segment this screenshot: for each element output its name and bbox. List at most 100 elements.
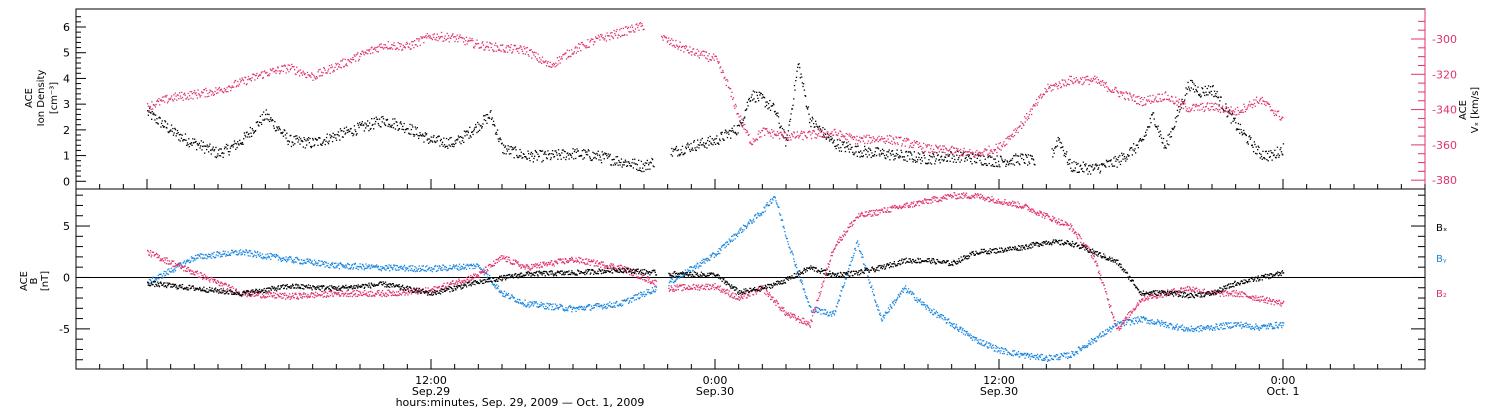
data-point	[393, 123, 395, 125]
data-point	[1224, 108, 1227, 110]
data-point	[431, 141, 434, 143]
data-point	[641, 292, 643, 294]
data-point	[339, 262, 342, 264]
data-point	[279, 73, 281, 75]
data-point	[866, 156, 868, 158]
data-point	[956, 154, 958, 156]
data-point	[1163, 99, 1165, 101]
data-point	[587, 305, 589, 308]
data-point	[551, 153, 553, 155]
data-point	[771, 105, 773, 107]
data-point	[262, 76, 264, 79]
data-point	[760, 136, 762, 138]
data-point	[368, 265, 371, 267]
data-point	[523, 153, 525, 155]
data-point	[286, 67, 288, 70]
data-point	[315, 262, 317, 264]
data-point	[283, 257, 285, 259]
data-point	[379, 46, 382, 49]
data-point	[964, 151, 966, 153]
data-point	[1231, 111, 1234, 113]
data-point	[897, 143, 899, 146]
data-point	[332, 132, 334, 134]
data-point	[833, 129, 835, 131]
data-point	[635, 299, 637, 301]
data-point	[285, 256, 287, 258]
data-point	[241, 143, 243, 145]
data-point	[280, 132, 282, 134]
data-point	[799, 275, 801, 278]
data-point	[794, 265, 797, 267]
data-point	[202, 141, 204, 143]
data-point	[528, 304, 530, 306]
data-point	[722, 245, 724, 247]
data-point	[730, 239, 732, 241]
data-point	[311, 73, 313, 75]
data-point	[681, 274, 684, 276]
data-point	[589, 156, 591, 158]
data-point	[902, 139, 904, 141]
data-point	[418, 38, 421, 40]
data-point	[201, 149, 203, 151]
data-point	[416, 45, 419, 47]
data-point	[751, 143, 754, 145]
data-point	[547, 307, 549, 309]
data-point	[440, 138, 442, 140]
data-point	[265, 109, 267, 111]
data-point	[864, 148, 866, 150]
data-point	[1045, 356, 1047, 359]
data-point	[1160, 134, 1162, 136]
data-point	[849, 143, 851, 146]
data-point	[733, 125, 735, 127]
data-point	[718, 252, 720, 255]
data-point	[386, 46, 388, 48]
data-point	[649, 292, 651, 294]
data-point	[1160, 137, 1163, 139]
data-point	[620, 161, 622, 164]
data-point	[1119, 91, 1121, 93]
data-point	[1172, 128, 1174, 131]
data-point	[962, 328, 964, 330]
data-point	[633, 295, 635, 297]
data-point	[268, 75, 270, 77]
data-point	[1253, 151, 1255, 153]
data-point	[219, 256, 222, 258]
data-point	[785, 145, 787, 147]
data-point	[1140, 101, 1142, 103]
data-point	[903, 289, 905, 291]
data-point	[1255, 99, 1257, 101]
data-point	[621, 299, 623, 302]
data-point	[396, 47, 398, 49]
data-point	[266, 71, 268, 74]
data-point	[373, 265, 375, 267]
data-point	[194, 254, 197, 257]
data-point	[485, 119, 487, 122]
data-point	[752, 99, 754, 101]
data-point	[1049, 87, 1051, 89]
data-point	[1194, 85, 1196, 87]
data-point	[1016, 127, 1019, 129]
data-point	[162, 126, 165, 128]
data-point	[426, 265, 428, 267]
data-point	[1198, 94, 1200, 96]
data-point	[346, 267, 348, 269]
data-point	[991, 152, 994, 154]
data-point	[1264, 101, 1266, 103]
data-point	[918, 156, 920, 159]
data-point	[913, 293, 915, 295]
data-point	[1171, 127, 1173, 130]
data-point	[284, 65, 286, 67]
data-point	[498, 140, 500, 143]
data-point	[726, 241, 729, 244]
data-point	[1276, 146, 1279, 148]
data-point	[223, 253, 225, 255]
data-point	[1068, 159, 1070, 161]
data-point	[589, 303, 591, 306]
data-point	[1115, 158, 1118, 160]
data-point	[565, 58, 568, 60]
data-point	[244, 76, 246, 78]
data-point	[945, 148, 948, 150]
data-point	[245, 136, 247, 138]
data-point	[1084, 346, 1087, 349]
data-point	[313, 74, 315, 76]
